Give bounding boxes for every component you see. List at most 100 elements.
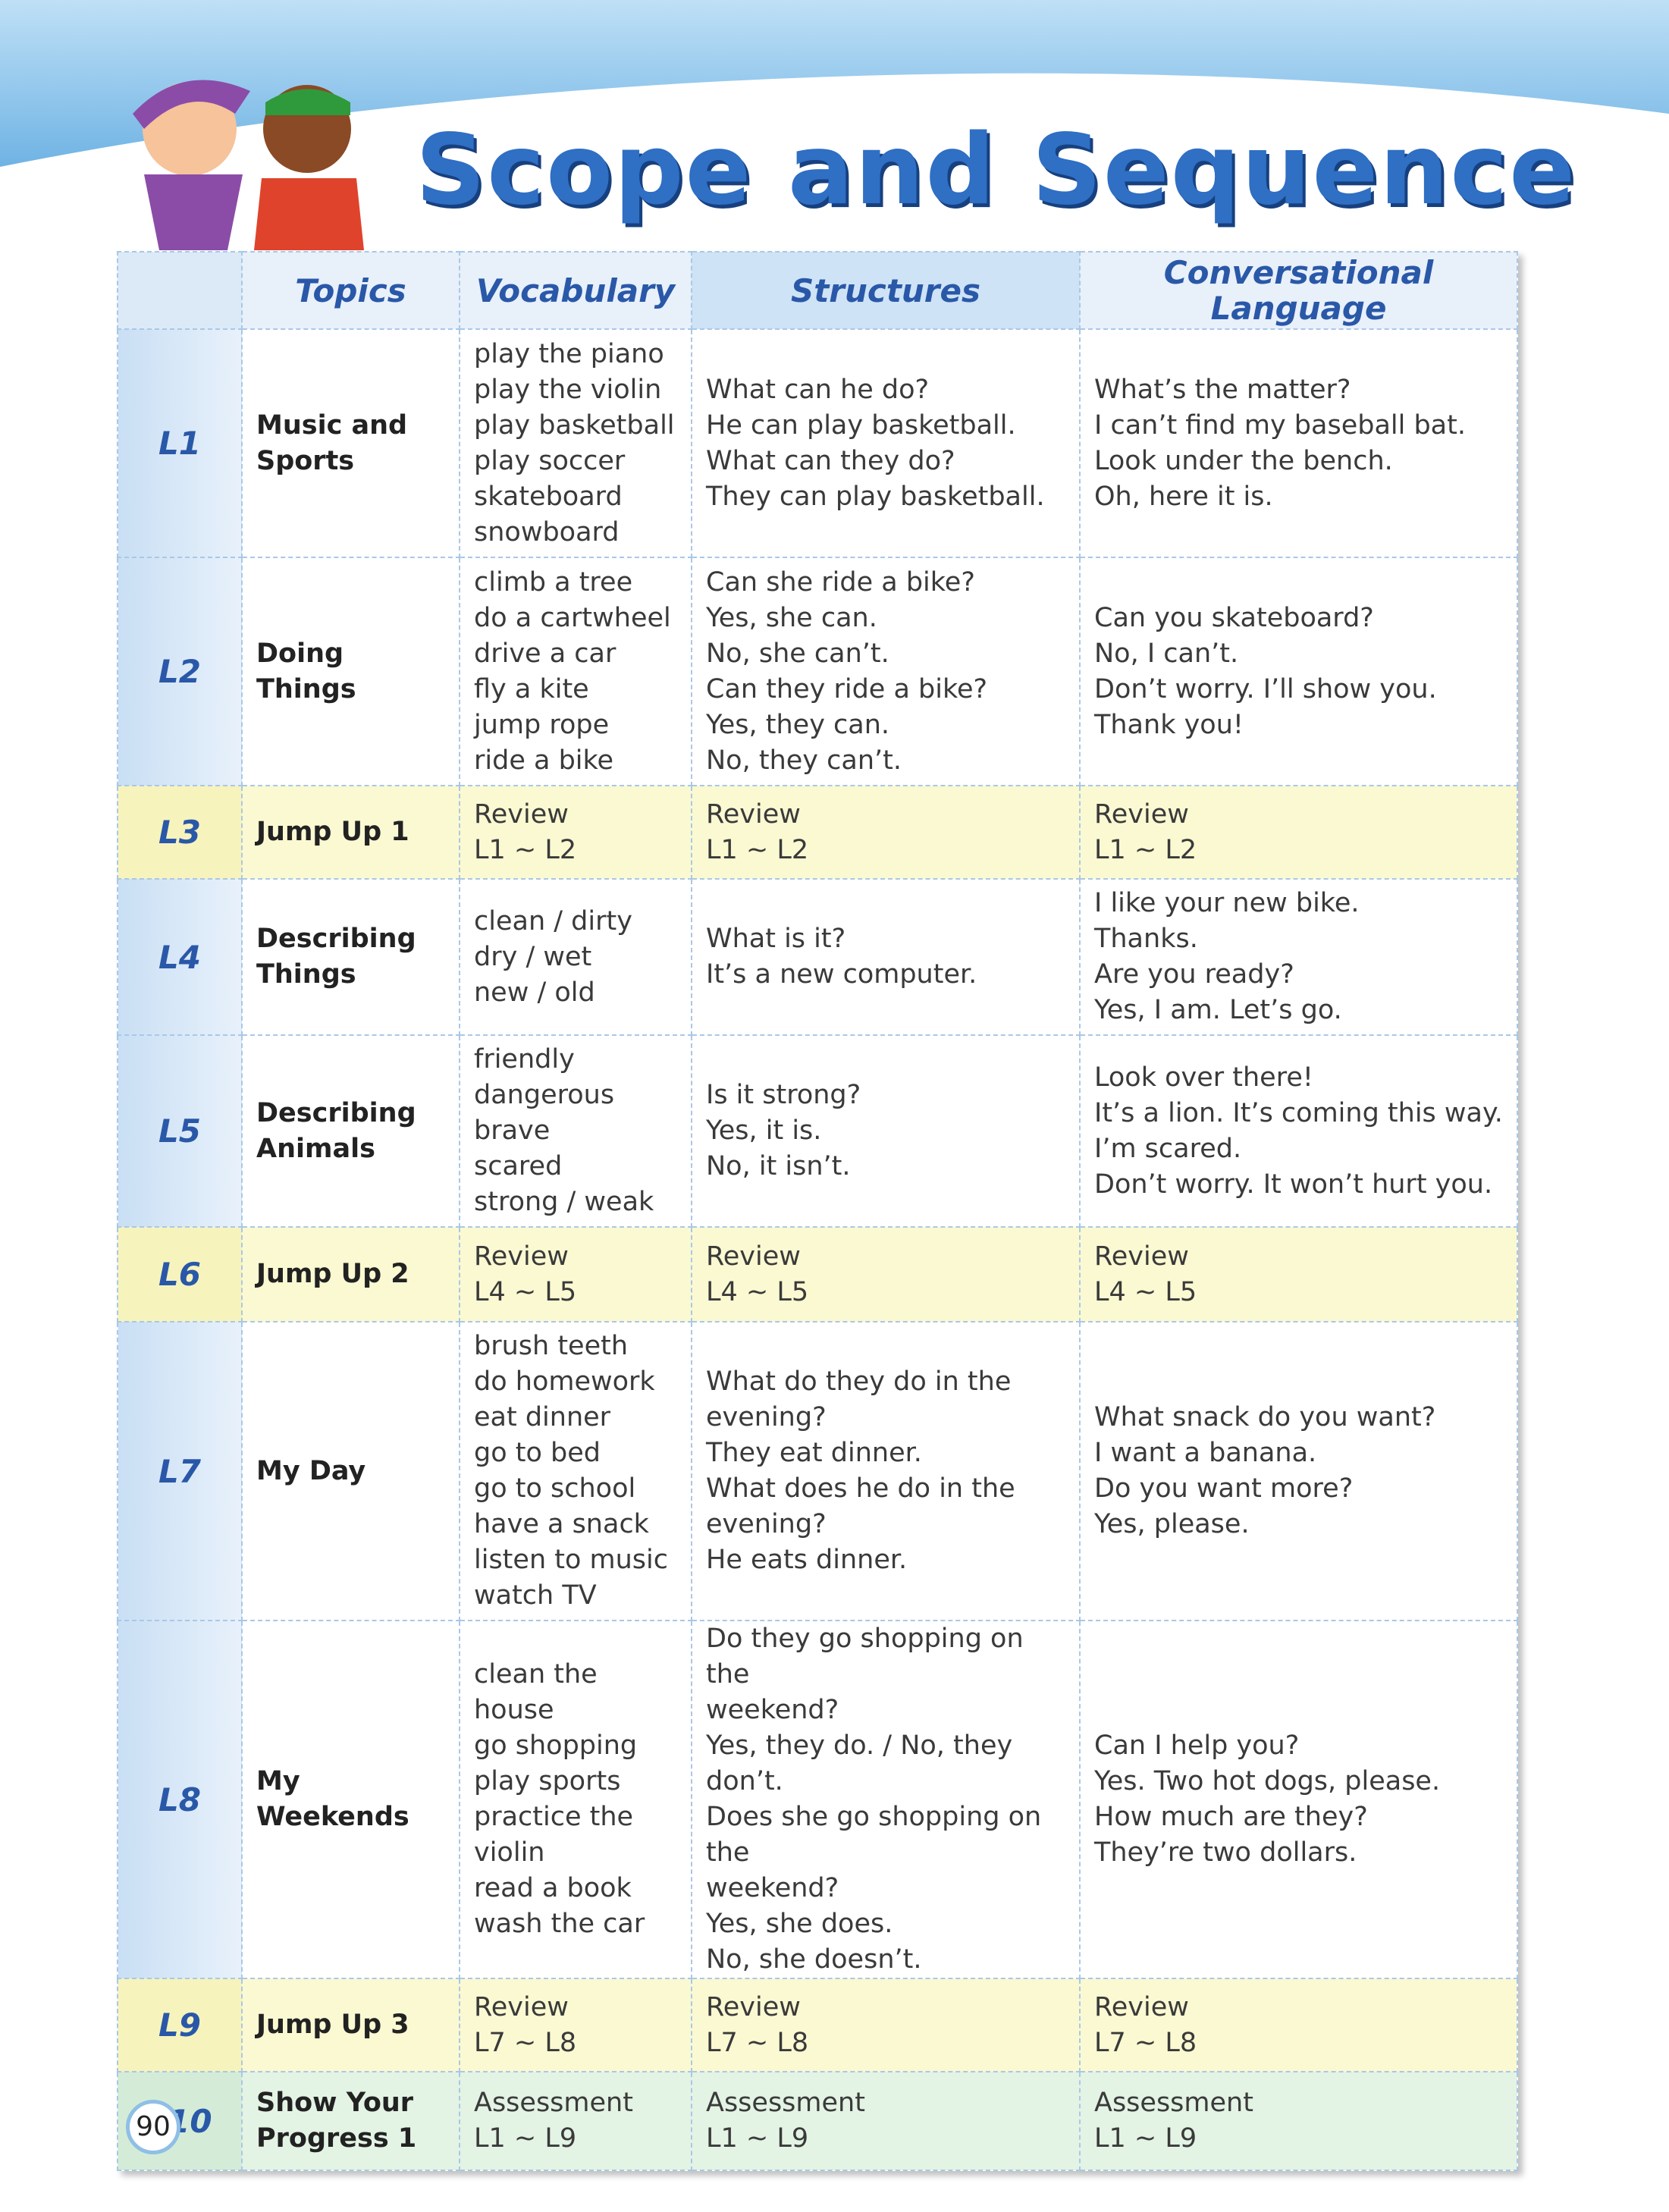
text-line: What’s the matter? (1094, 374, 1351, 405)
text-line: I can’t find my baseball bat. (1094, 409, 1466, 441)
text-line: I want a banana. (1094, 1438, 1317, 1468)
text-line: go to bed (474, 1438, 601, 1468)
conversation-cell: Can I help you? Yes. Two hot dogs, please… (1079, 1620, 1518, 1979)
table-row: L6 Jump Up 2 Review L4 ~ L5 Review L4 ~ L5 Rev… (117, 1226, 1518, 1322)
lesson-cell: L4 (117, 878, 243, 1036)
text-line: L7 ~ L8 (706, 2027, 809, 2058)
text-line: climb a tree (474, 566, 633, 598)
vocabulary-cell: Review L4 ~ L5 (459, 1226, 692, 1322)
text-line: Do you want more? (1094, 1473, 1354, 1504)
text-line: Yes, please. (1094, 1509, 1250, 1539)
text-line: L1 ~ L9 (1094, 2123, 1197, 2154)
text-line: ride a bike (474, 745, 614, 776)
text-line: No, they can’t. (706, 745, 902, 776)
text-line: Assessment (706, 2088, 865, 2118)
topic-cell: My Weekends (241, 1620, 460, 1979)
text-line: How much are they? (1094, 1802, 1368, 1832)
topic-cell: Jump Up 3 (241, 1978, 460, 2072)
conversation-cell: Can you skateboard? No, I can’t. Don’t wor… (1079, 557, 1518, 786)
text-line: Can they ride a bike? (706, 673, 988, 704)
text-line: Does she go shopping on the (706, 1802, 1042, 1868)
structures-cell: What is it? It’s a new computer. (691, 878, 1081, 1036)
conversation-cell: Assessment L1 ~ L9 (1079, 2071, 1518, 2171)
text-line: Review (474, 1991, 569, 2022)
text-line: He eats dinner. (706, 1545, 908, 1575)
text-line: play sports (474, 1766, 621, 1796)
text-line: play the piano (474, 338, 664, 369)
text-line: do a cartwheel (474, 602, 671, 633)
topic-cell: Show Your Progress 1 (241, 2071, 460, 2171)
text-line: L1 ~ L2 (706, 834, 809, 865)
text-line: Don’t worry. It won’t hurt you. (1094, 1169, 1493, 1200)
structures-cell: Do they go shopping on the weekend? Yes, t… (691, 1620, 1081, 1979)
text-line: No, she doesn’t. (706, 1944, 922, 1975)
corner-cell (117, 251, 243, 330)
structures-cell: What do they do in the evening? They eat d… (691, 1321, 1081, 1621)
text-line: No, it isn’t. (706, 1151, 851, 1181)
table-row: L1 Music and Sports play the piano play the… (117, 328, 1518, 558)
conversation-cell: What’s the matter? I can’t find my baseba… (1079, 328, 1518, 558)
text-line: play soccer (474, 445, 626, 476)
vocabulary-cell: Review L7 ~ L8 (459, 1978, 692, 2072)
column-header: Topics (241, 251, 460, 330)
lesson-cell: L8 (117, 1620, 243, 1979)
text-line: L7 ~ L8 (474, 2027, 577, 2058)
text-line: Review (1094, 799, 1189, 830)
text-line: weekend? (706, 1873, 839, 1903)
topic-cell: Jump Up 1 (241, 785, 460, 880)
text-line: Oh, here it is. (1094, 481, 1273, 512)
conversation-cell: Review L4 ~ L5 (1079, 1226, 1518, 1322)
text-line: He can play basketball. (706, 409, 1016, 441)
lesson-cell: L5 (117, 1034, 243, 1228)
table-row: L5 Describing Animals friendly dangerous bra… (117, 1034, 1518, 1228)
structures-cell: What can he do? He can play basketball. Wh… (691, 328, 1081, 558)
text-line: Review (474, 1241, 569, 1272)
text-line: Don’t worry. I’ll show you. (1094, 673, 1437, 704)
lesson-cell: L7 (117, 1321, 243, 1621)
lesson-cell: L6 (117, 1226, 243, 1322)
column-header: Structures (691, 251, 1081, 330)
text-line: Are you ready? (1094, 959, 1294, 990)
vocabulary-cell: play the piano play the violin play basket… (459, 328, 692, 558)
text-line: do homework (474, 1366, 655, 1397)
text-line: L4 ~ L5 (1094, 1276, 1197, 1307)
text-line: I like your new bike. (1094, 888, 1360, 918)
conversation-cell: What snack do you want? I want a banana. D… (1079, 1321, 1518, 1621)
text-line: Review (706, 1241, 801, 1272)
text-line: L1 ~ L2 (474, 834, 577, 865)
text-line: Do they go shopping on the (706, 1624, 1024, 1690)
text-line: Yes, I am. Let’s go. (1094, 995, 1342, 1025)
text-line: Can she ride a bike? (706, 566, 975, 598)
conversation-cell: Look over there! It’s a lion. It’s coming… (1079, 1034, 1518, 1228)
text-line: L4 ~ L5 (706, 1276, 809, 1307)
text-line: dangerous (474, 1080, 615, 1110)
text-line: L4 ~ L5 (474, 1276, 577, 1307)
topic-cell: Jump Up 2 (241, 1226, 460, 1322)
conversation-cell: Review L7 ~ L8 (1079, 1978, 1518, 2072)
table-row: L3 Jump Up 1 Review L1 ~ L2 Review L1 ~ L2 Rev… (117, 785, 1518, 880)
vocabulary-cell: friendly dangerous brave scared strong / wea… (459, 1034, 692, 1228)
text-line: L1 ~ L9 (706, 2123, 809, 2154)
text-line: They’re two dollars. (1094, 1837, 1357, 1868)
text-line: Can I help you? (1094, 1730, 1300, 1761)
text-line: eat dinner (474, 1402, 611, 1432)
text-line: L1 ~ L9 (474, 2123, 577, 2154)
text-line: Yes. Two hot dogs, please. (1094, 1766, 1441, 1796)
text-line: Yes, it is. (706, 1115, 822, 1146)
text-line: It’s a new computer. (706, 959, 977, 990)
text-line: Thanks. (1094, 924, 1198, 954)
text-line: Assessment (474, 2088, 633, 2118)
text-line: What is it? (706, 924, 846, 954)
text-line: practice the violin (474, 1802, 634, 1868)
text-line: L7 ~ L8 (1094, 2027, 1197, 2058)
text-line: No, I can’t. (1094, 638, 1239, 669)
text-line: read a book (474, 1873, 632, 1903)
text-line: Yes, they do. / No, they don’t. (706, 1730, 1013, 1796)
text-line: It’s a lion. It’s coming this way. (1094, 1097, 1503, 1128)
structures-cell: Review L1 ~ L2 (691, 785, 1081, 880)
text-line: brush teeth (474, 1331, 629, 1361)
structures-cell: Review L4 ~ L5 (691, 1226, 1081, 1322)
text-line: They can play basketball. (706, 481, 1045, 512)
vocabulary-cell: climb a tree do a cartwheel drive a car fly… (459, 557, 692, 786)
